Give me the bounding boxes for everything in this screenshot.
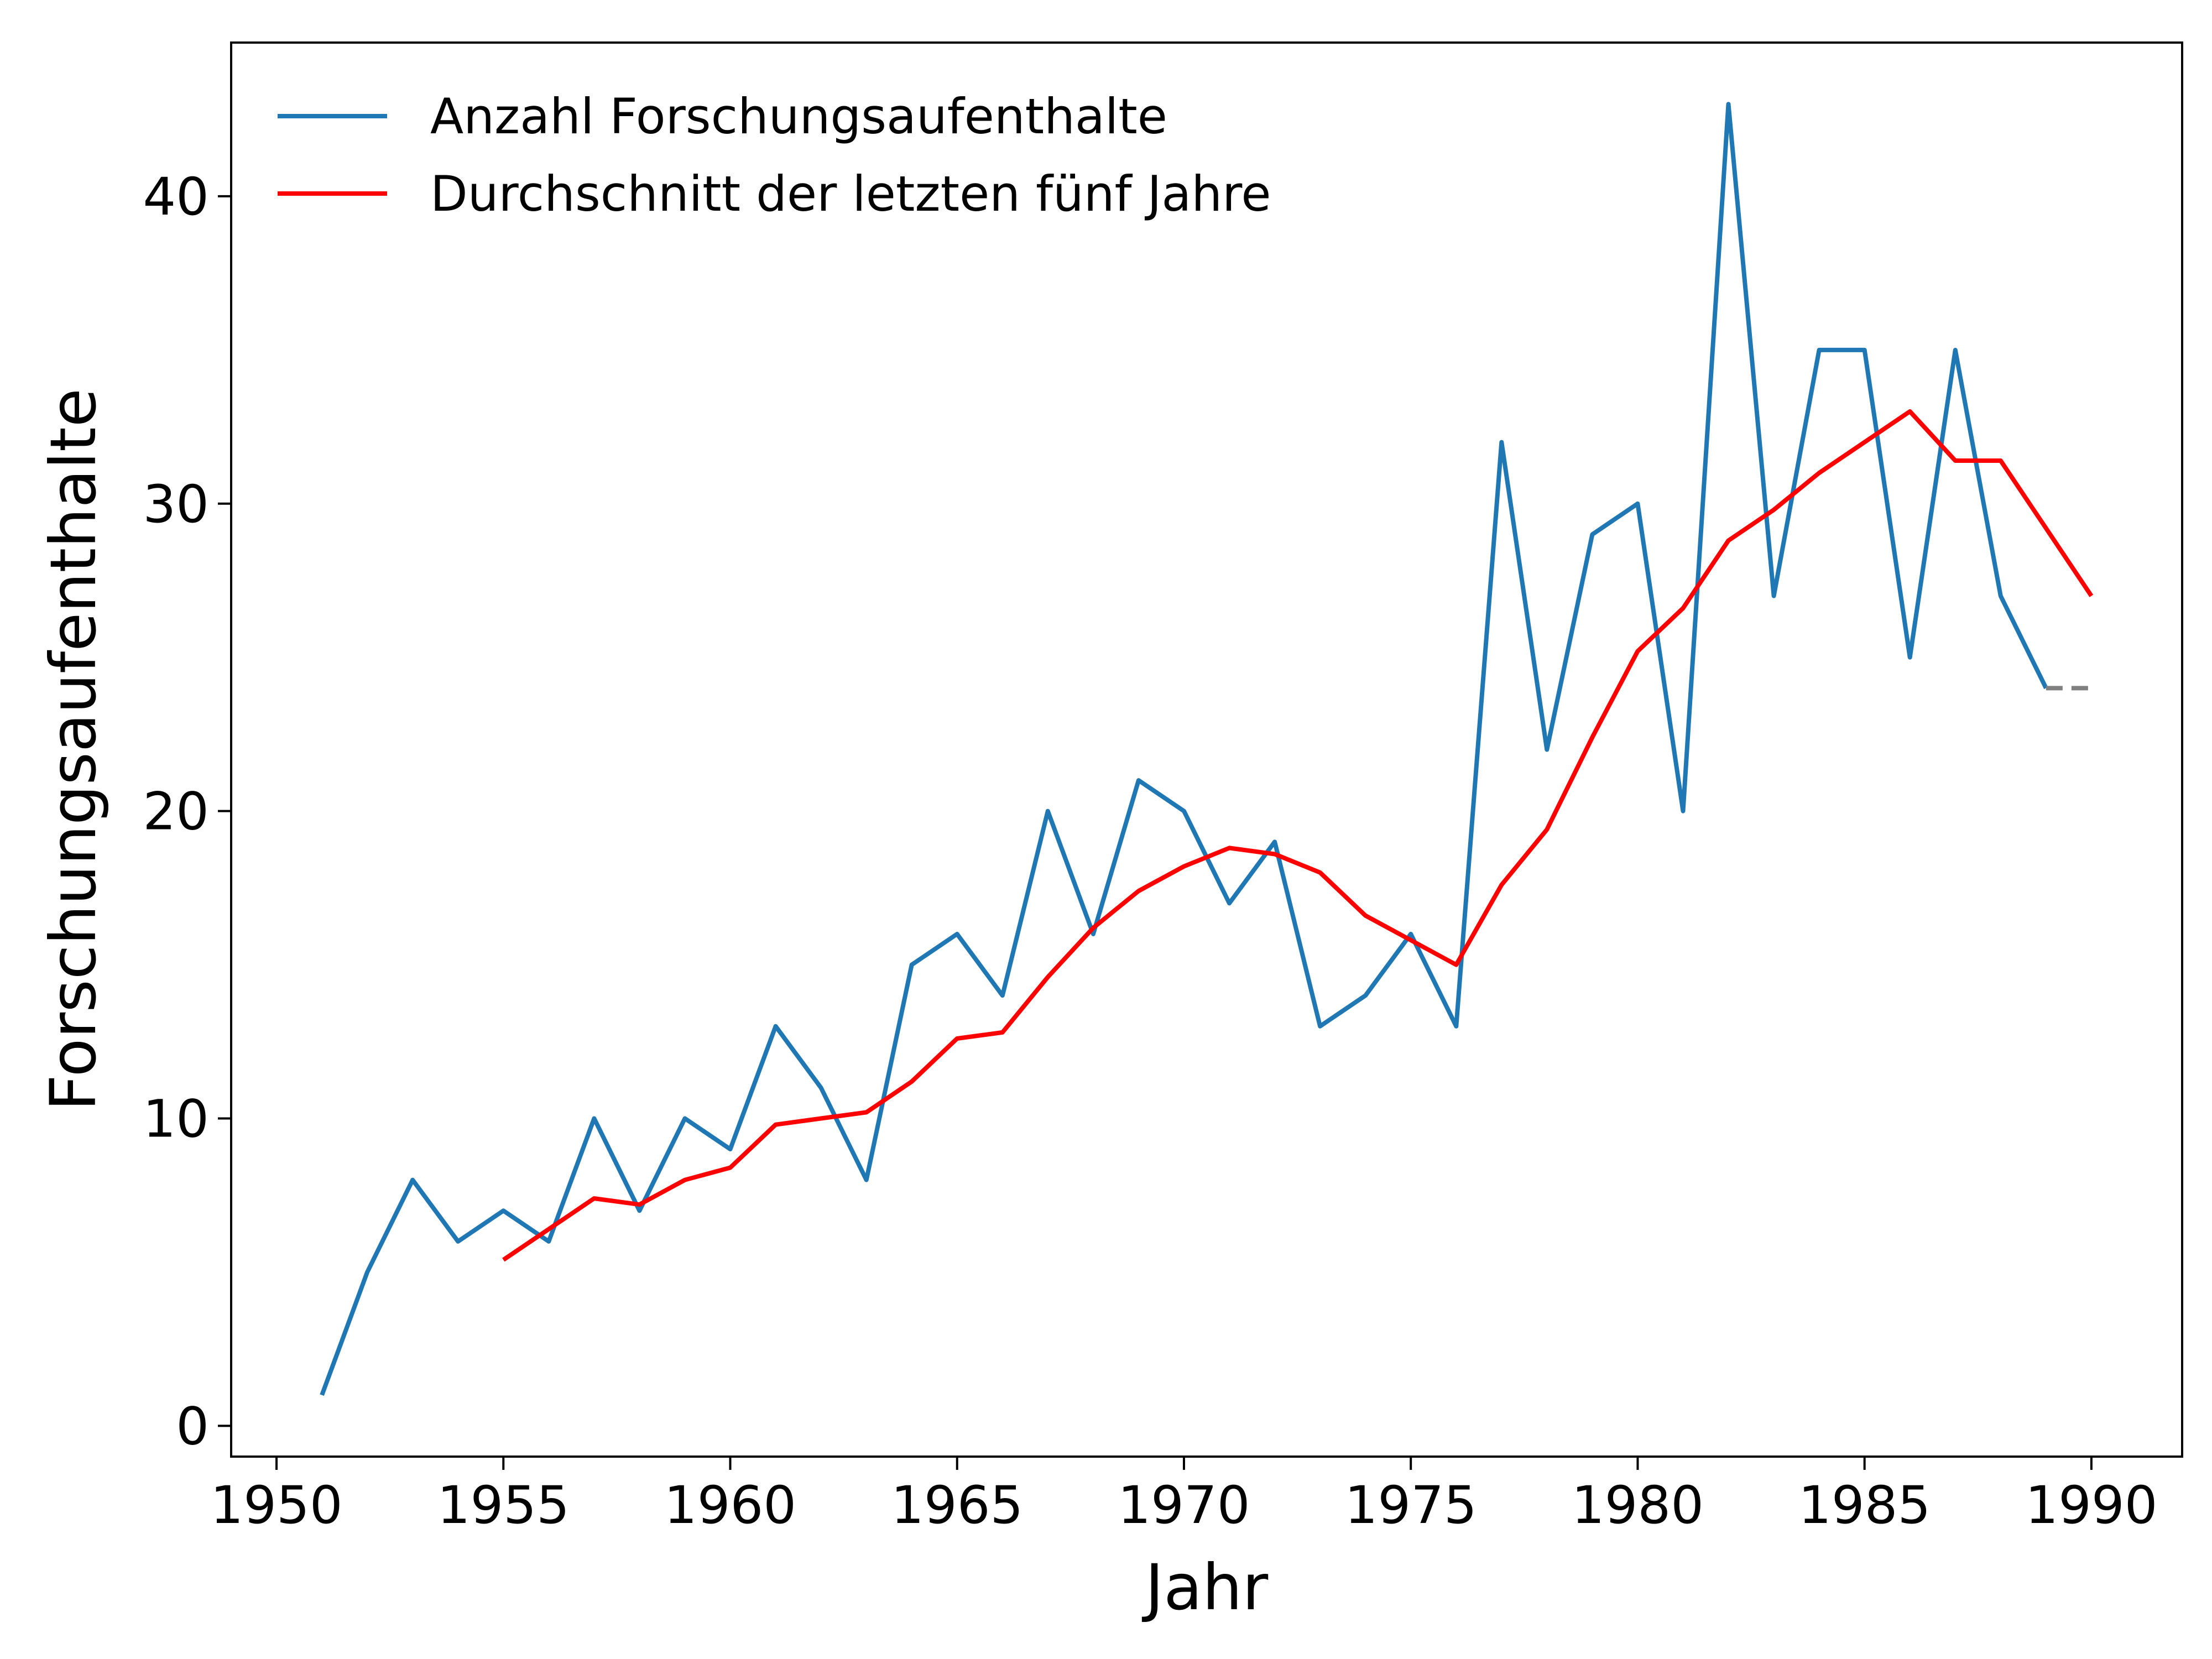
x-axis-ticks: 1950 1955 1960 1965 1970 1975 1980 1985 1990 [210,1457,2158,1536]
x-tick-label: 1975 [1345,1475,1477,1536]
y-tick-label: 40 [143,167,209,227]
legend-label-durchschnitt: Durchschnitt der letzten fünf Jahre [430,165,1271,222]
axes-frame [230,41,2183,1458]
legend-label-anzahl: Anzahl Forschungsaufenthalte [430,88,1167,145]
y-tick-label: 20 [143,782,209,842]
x-tick-label: 1990 [2025,1475,2157,1536]
x-tick-label: 1950 [210,1475,342,1536]
x-tick-label: 1970 [1118,1475,1250,1536]
series-line-durchschnitt [502,409,2094,1262]
y-tick-label: 30 [143,474,209,535]
x-tick-label: 1960 [664,1475,796,1536]
legend: Anzahl Forschungsaufenthalte Durchschnit… [278,88,1271,222]
y-tick-label: 0 [176,1396,209,1457]
x-tick-label: 1965 [891,1475,1023,1536]
x-tick-label: 1980 [1572,1475,1704,1536]
x-tick-label: 1955 [437,1475,570,1536]
series-line-anzahl [320,102,2048,1396]
x-axis-label: Jahr [1142,1551,1269,1624]
y-tick-label: 10 [143,1089,209,1150]
y-axis-label: Forschungsaufenthalte [36,388,110,1111]
x-tick-label: 1985 [1798,1475,1931,1536]
y-axis-ticks: 0 10 20 30 40 [143,167,231,1457]
plot-area [320,102,2094,1396]
